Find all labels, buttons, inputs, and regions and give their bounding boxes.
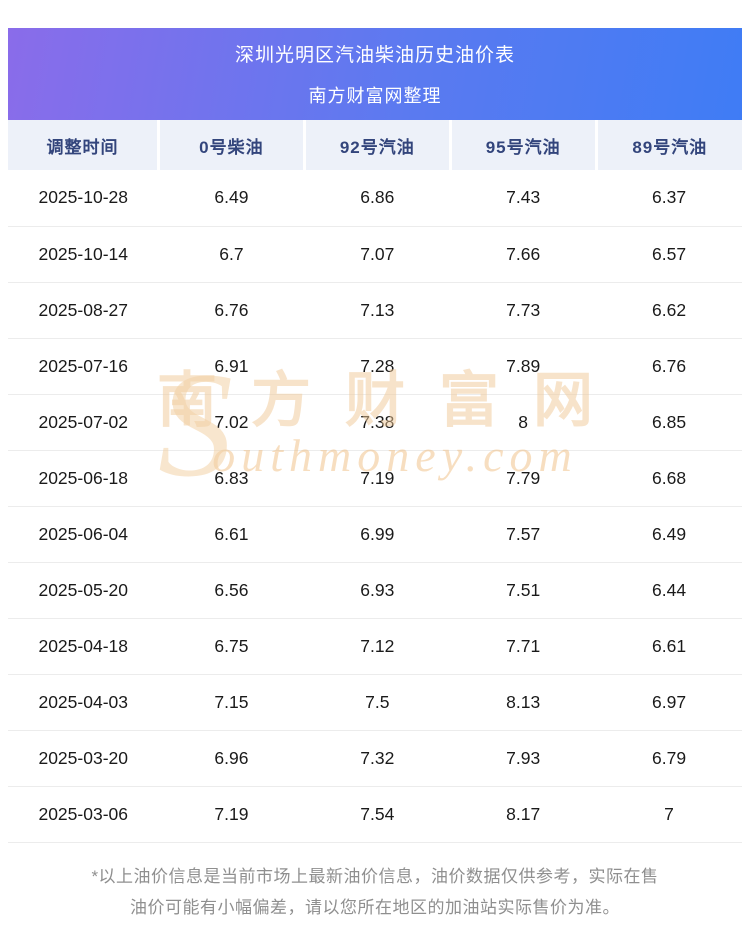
price-cell-diesel-0: 6.61 [158,506,305,563]
price-cell-gas-92: 7.5 [304,674,451,731]
date-cell: 2025-06-04 [8,506,159,563]
date-cell: 2025-10-28 [8,170,159,227]
price-cell-diesel-0: 6.56 [158,562,305,619]
date-cell: 2025-06-18 [8,450,159,507]
price-cell-gas-89: 6.97 [596,674,742,731]
price-cell-gas-89: 7 [596,786,742,843]
price-cell-gas-95: 8.13 [450,674,597,731]
table-row: 2025-08-27 6.76 7.13 7.73 6.62 [8,282,742,339]
price-cell-gas-95: 8.17 [450,786,597,843]
price-cell-gas-92: 7.13 [304,282,451,339]
footer-line-1: *以上油价信息是当前市场上最新油价信息，油价数据仅供参考，实际在售 [91,866,659,886]
date-cell: 2025-03-20 [8,730,159,787]
column-header-gas-89: 89号汽油 [594,120,742,170]
price-cell-gas-92: 6.99 [304,506,451,563]
footer-line-2: 油价可能有小幅偏差，请以您所在地区的加油站实际售价为准。 [130,897,620,917]
column-header-gas-95: 95号汽油 [448,120,597,170]
price-cell-gas-89: 6.76 [596,338,742,395]
column-header-gas-92: 92号汽油 [302,120,451,170]
price-cell-gas-95: 7.43 [450,170,597,227]
table-row: 2025-05-20 6.56 6.93 7.51 6.44 [8,562,742,619]
price-cell-gas-89: 6.62 [596,282,742,339]
price-cell-gas-95: 7.89 [450,338,597,395]
table-row: 2025-07-16 6.91 7.28 7.89 6.76 [8,338,742,395]
price-cell-gas-89: 6.37 [596,170,742,227]
footer-note: *以上油价信息是当前市场上最新油价信息，油价数据仅供参考，实际在售 油价可能有小… [8,861,742,923]
page-subtitle: 南方财富网整理 [308,86,442,106]
price-cell-diesel-0: 6.75 [158,618,305,675]
date-cell: 2025-10-14 [8,226,159,283]
page: 深圳光明区汽油柴油历史油价表 南方财富网整理 调整时间 0号柴油 92号汽油 9… [8,28,742,923]
price-cell-diesel-0: 6.76 [158,282,305,339]
date-cell: 2025-03-06 [8,786,159,843]
table-row: 2025-04-18 6.75 7.12 7.71 6.61 [8,618,742,675]
price-cell-gas-89: 6.44 [596,562,742,619]
table-row: 2025-06-04 6.61 6.99 7.57 6.49 [8,506,742,563]
price-cell-gas-89: 6.49 [596,506,742,563]
price-cell-gas-95: 7.51 [450,562,597,619]
price-cell-diesel-0: 6.7 [158,226,305,283]
price-cell-gas-92: 7.32 [304,730,451,787]
price-cell-diesel-0: 6.49 [158,170,305,227]
table-row: 2025-03-06 7.19 7.54 8.17 7 [8,786,742,843]
price-cell-gas-95: 8 [450,394,597,451]
price-cell-diesel-0: 6.96 [158,730,305,787]
table-row: 2025-04-03 7.15 7.5 8.13 6.97 [8,674,742,731]
price-cell-diesel-0: 6.83 [158,450,305,507]
date-cell: 2025-04-18 [8,618,159,675]
price-cell-gas-89: 6.68 [596,450,742,507]
table-row: 2025-10-28 6.49 6.86 7.43 6.37 [8,170,742,227]
date-cell: 2025-07-02 [8,394,159,451]
column-header-date: 调整时间 [8,120,159,170]
price-cell-diesel-0: 7.02 [158,394,305,451]
price-cell-gas-89: 6.85 [596,394,742,451]
price-cell-gas-89: 6.57 [596,226,742,283]
price-cell-gas-92: 7.07 [304,226,451,283]
table-header-row: 调整时间 0号柴油 92号汽油 95号汽油 89号汽油 [8,120,742,170]
price-cell-gas-92: 7.38 [304,394,451,451]
price-cell-gas-92: 6.86 [304,170,451,227]
table-row: 2025-06-18 6.83 7.19 7.79 6.68 [8,450,742,507]
price-cell-gas-95: 7.73 [450,282,597,339]
date-cell: 2025-08-27 [8,282,159,339]
table-row: 2025-07-02 7.02 7.38 8 6.85 [8,394,742,451]
price-cell-gas-95: 7.66 [450,226,597,283]
table-body: 2025-10-28 6.49 6.86 7.43 6.37 2025-10-1… [8,170,742,843]
price-table: 调整时间 0号柴油 92号汽油 95号汽油 89号汽油 2025-10-28 6… [8,120,742,843]
date-cell: 2025-05-20 [8,562,159,619]
price-cell-gas-89: 6.61 [596,618,742,675]
price-cell-gas-92: 7.12 [304,618,451,675]
price-cell-gas-95: 7.71 [450,618,597,675]
table-row: 2025-03-20 6.96 7.32 7.93 6.79 [8,730,742,787]
price-cell-gas-95: 7.57 [450,506,597,563]
price-cell-gas-92: 7.54 [304,786,451,843]
page-title: 深圳光明区汽油柴油历史油价表 [234,45,515,66]
table-row: 2025-10-14 6.7 7.07 7.66 6.57 [8,226,742,283]
price-cell-gas-92: 7.19 [304,450,451,507]
column-header-diesel-0: 0号柴油 [156,120,305,170]
price-cell-gas-95: 7.79 [450,450,597,507]
price-cell-gas-89: 6.79 [596,730,742,787]
price-cell-diesel-0: 7.19 [158,786,305,843]
price-cell-diesel-0: 6.91 [158,338,305,395]
price-cell-gas-92: 6.93 [304,562,451,619]
date-cell: 2025-04-03 [8,674,159,731]
date-cell: 2025-07-16 [8,338,159,395]
price-cell-gas-95: 7.93 [450,730,597,787]
price-cell-diesel-0: 7.15 [158,674,305,731]
price-cell-gas-92: 7.28 [304,338,451,395]
title-banner: 深圳光明区汽油柴油历史油价表 南方财富网整理 [8,28,742,120]
